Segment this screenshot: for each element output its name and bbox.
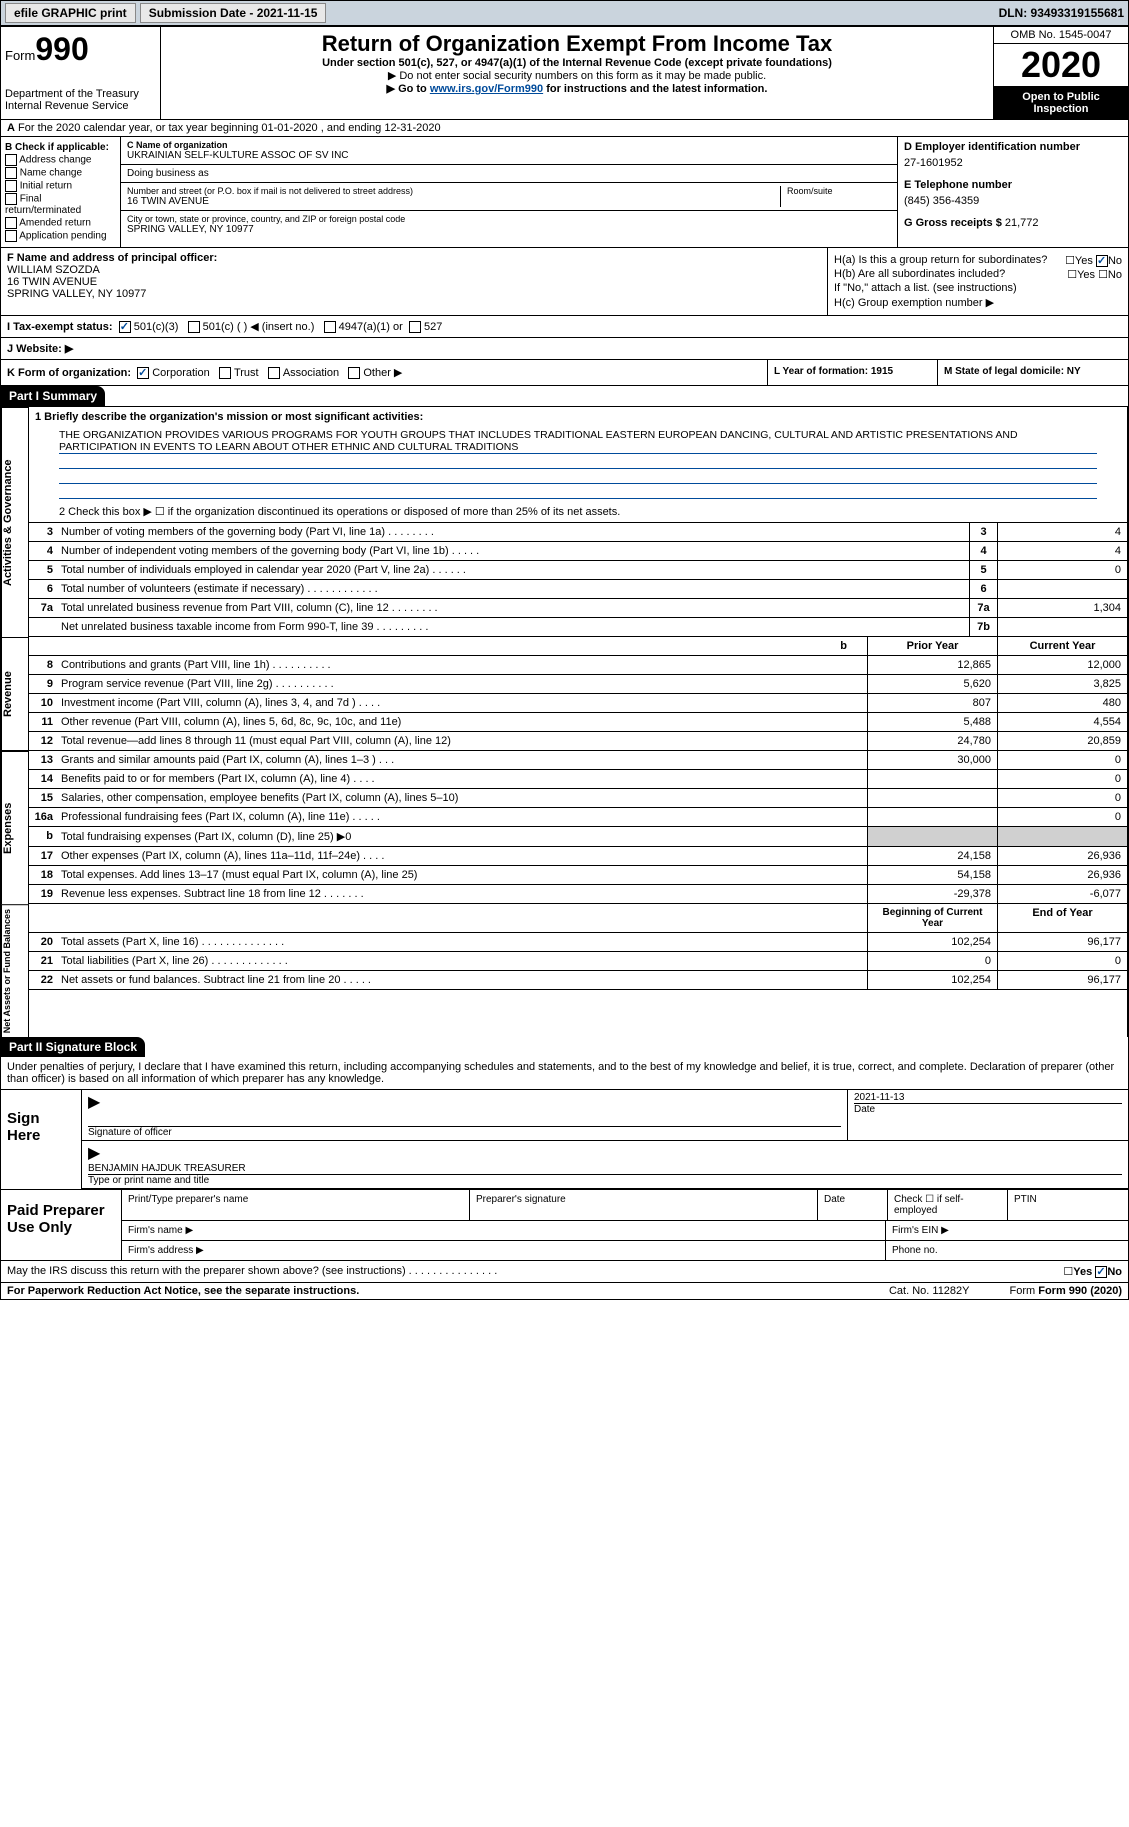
vtab-rev: Revenue [1,637,29,751]
summary-row: 16aProfessional fundraising fees (Part I… [29,808,1127,827]
summary-row: 5Total number of individuals employed in… [29,561,1127,580]
street: 16 TWIN AVENUE [127,196,780,207]
summary-row: 9Program service revenue (Part VIII, lin… [29,675,1127,694]
checkbox-address-change[interactable]: Address change [5,154,116,166]
officer-name: WILLIAM SZOZDA [7,264,821,276]
paid-preparer: Paid Preparer Use Only [1,1190,121,1260]
summary-row: 10Investment income (Part VIII, column (… [29,694,1127,713]
dba: Doing business as [121,165,897,183]
line-k: K Form of organization: Corporation Trus… [1,360,768,385]
note2: ▶ Go to www.irs.gov/Form990 for instruct… [165,82,989,95]
summary-row: 15Salaries, other compensation, employee… [29,789,1127,808]
form-990: Form990 Department of the Treasury Inter… [0,26,1129,1300]
checkbox-final-return-terminated[interactable]: Final return/terminated [5,193,116,216]
summary-row: 13Grants and similar amounts paid (Part … [29,751,1127,770]
paperwork: For Paperwork Reduction Act Notice, see … [7,1285,359,1297]
org-name: UKRAINIAN SELF-KULTURE ASSOC OF SV INC [127,150,891,161]
checkbox-amended-return[interactable]: Amended return [5,217,116,229]
summary-row: 19Revenue less expenses. Subtract line 1… [29,885,1127,904]
checkbox-application-pending[interactable]: Application pending [5,230,116,242]
checkbox-name-change[interactable]: Name change [5,167,116,179]
ein-lbl: D Employer identification number [904,141,1122,153]
vtab-ag: Activities & Governance [1,407,29,637]
part1-head: Part I Summary [1,386,105,406]
line-a: A For the 2020 calendar year, or tax yea… [1,120,1128,137]
summary-row: 22Net assets or fund balances. Subtract … [29,971,1127,990]
col-b: B Check if applicable: Address change Na… [1,137,121,247]
501c3-check[interactable] [119,321,131,333]
summary-row: 21Total liabilities (Part X, line 26) . … [29,952,1127,971]
summary-row: 6Total number of volunteers (estimate if… [29,580,1127,599]
form-label: Form990 [5,31,156,68]
name-lbl: C Name of organization [127,140,891,150]
ein: 27-1601952 [904,157,1122,169]
part2-head: Part II Signature Block [1,1037,145,1057]
sign-here: Sign Here [1,1090,81,1189]
tax-year: 2020 [994,44,1128,87]
summary-row: Net unrelated business taxable income fr… [29,618,1127,637]
summary-row: 18Total expenses. Add lines 13–17 (must … [29,866,1127,885]
summary-row: 3Number of voting members of the governi… [29,523,1127,542]
efile-btn[interactable]: efile GRAPHIC print [5,3,136,23]
topbar: efile GRAPHIC print Submission Date - 20… [0,0,1129,26]
summary-row: 14Benefits paid to or for members (Part … [29,770,1127,789]
line-m: M State of legal domicile: NY [938,360,1128,385]
vtab-net: Net Assets or Fund Balances [1,904,29,1037]
gross-receipts: 21,772 [1005,217,1039,229]
mission: THE ORGANIZATION PROVIDES VARIOUS PROGRA… [59,429,1097,454]
officer-name-title: BENJAMIN HAJDUK TREASURER [88,1163,1122,1174]
vtab-exp: Expenses [1,751,29,904]
form990-link[interactable]: www.irs.gov/Form990 [430,83,543,95]
sig-date: 2021-11-13 [854,1092,1122,1103]
inspection: Open to Public Inspection [994,87,1128,119]
telephone: (845) 356-4359 [904,195,1122,207]
summary-row: 20Total assets (Part X, line 16) . . . .… [29,933,1127,952]
summary-row: 7aTotal unrelated business revenue from … [29,599,1127,618]
summary-row: 17Other expenses (Part IX, column (A), l… [29,847,1127,866]
subtitle: Under section 501(c), 527, or 4947(a)(1)… [165,57,989,69]
summary-row: 12Total revenue—add lines 8 through 11 (… [29,732,1127,751]
checkbox-initial-return[interactable]: Initial return [5,180,116,192]
city: SPRING VALLEY, NY 10977 [127,224,891,235]
summary-row: 4Number of independent voting members of… [29,542,1127,561]
dln: DLN: 93493319155681 [999,6,1124,20]
note1: ▶ Do not enter social security numbers o… [165,69,989,82]
submission-btn[interactable]: Submission Date - 2021-11-15 [140,3,327,23]
summary-row: 8Contributions and grants (Part VIII, li… [29,656,1127,675]
title: Return of Organization Exempt From Incom… [165,31,989,57]
perjury: Under penalties of perjury, I declare th… [1,1057,1128,1090]
omb: OMB No. 1545-0047 [994,27,1128,44]
summary-row: bTotal fundraising expenses (Part IX, co… [29,827,1127,847]
line-l: L Year of formation: 1915 [768,360,938,385]
line-j: J Website: ▶ [1,338,1128,360]
line-i: I Tax-exempt status: 501(c)(3) 501(c) ( … [1,316,1128,338]
dept: Department of the Treasury Internal Reve… [5,88,156,112]
summary-row: 11Other revenue (Part VIII, column (A), … [29,713,1127,732]
